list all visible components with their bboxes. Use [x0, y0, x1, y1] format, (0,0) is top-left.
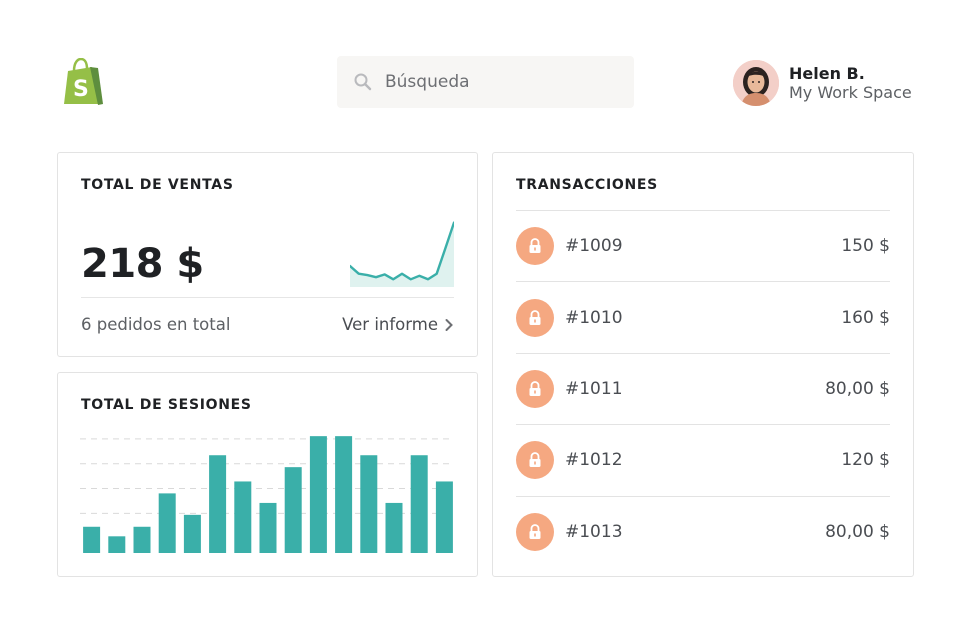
transaction-amount: 160 $: [841, 307, 890, 328]
card-title: TOTAL DE VENTAS: [81, 177, 234, 193]
search-bar[interactable]: [337, 56, 634, 108]
avatar[interactable]: [733, 60, 779, 106]
transaction-id: #1012: [565, 450, 623, 471]
transaction-id: #1009: [565, 236, 623, 257]
transaction-amount: 120 $: [841, 450, 890, 471]
shopify-logo-icon[interactable]: S: [60, 57, 104, 108]
workspace-name: My Work Space: [789, 83, 912, 102]
session-bar: [183, 514, 201, 553]
session-bar: [234, 481, 252, 553]
list-item[interactable]: #1010 160 $: [516, 282, 890, 354]
card-title: TOTAL DE SESIONES: [81, 397, 252, 413]
chevron-right-icon: [445, 318, 453, 331]
session-bar: [410, 455, 428, 553]
session-bar: [108, 536, 126, 553]
view-report-label: Ver informe: [342, 315, 438, 334]
session-bar: [309, 436, 327, 553]
session-bar: [335, 436, 353, 553]
total-sessions-card: TOTAL DE SESIONES: [57, 372, 478, 577]
divider: [81, 297, 454, 298]
session-bar: [83, 526, 101, 553]
total-sales-card: TOTAL DE VENTAS 218 $ 6 pedidos en total…: [57, 152, 478, 357]
session-bar: [284, 467, 302, 553]
list-item[interactable]: #1009 150 $: [516, 211, 890, 283]
session-bar: [259, 502, 277, 553]
lock-icon: [516, 227, 554, 266]
session-bar: [385, 502, 403, 553]
sparkline-line: [350, 221, 454, 281]
session-bar: [133, 526, 151, 553]
lock-icon: [516, 369, 554, 408]
list-item[interactable]: #1011 80,00 $: [516, 354, 890, 426]
transaction-amount: 80,00 $: [825, 522, 890, 543]
sparkline-area: [350, 222, 454, 287]
list-item[interactable]: #1013 80,00 $: [516, 497, 890, 568]
transaction-amount: 80,00 $: [825, 378, 890, 399]
transaction-id: #1010: [565, 307, 623, 328]
lock-icon: [516, 298, 554, 337]
svg-text:S: S: [73, 77, 89, 102]
sales-sparkline: [350, 221, 454, 287]
sessions-bar-chart: [80, 436, 453, 553]
view-report-link[interactable]: Ver informe: [342, 315, 454, 334]
session-bar: [435, 481, 453, 553]
list-item[interactable]: #1012 120 $: [516, 425, 890, 497]
session-bar: [209, 455, 227, 553]
lock-icon: [516, 441, 554, 480]
orders-count: 6 pedidos en total: [81, 315, 231, 334]
transaction-id: #1013: [565, 522, 623, 543]
transactions-card: TRANSACCIONES #1009 150 $ #1010 160 $ #1…: [492, 152, 914, 577]
sales-amount: 218 $: [81, 241, 204, 287]
search-input[interactable]: [385, 72, 605, 92]
transactions-list: #1009 150 $ #1010 160 $ #1011 80,00 $ #1…: [516, 210, 890, 568]
user-menu[interactable]: Helen B. My Work Space: [733, 60, 912, 106]
transaction-id: #1011: [565, 378, 623, 399]
search-icon: [354, 73, 372, 91]
session-bar: [158, 493, 176, 553]
session-bar: [360, 455, 378, 553]
card-title: TRANSACCIONES: [516, 177, 658, 193]
user-name: Helen B.: [789, 64, 865, 83]
transaction-amount: 150 $: [841, 236, 890, 257]
lock-icon: [516, 513, 554, 552]
